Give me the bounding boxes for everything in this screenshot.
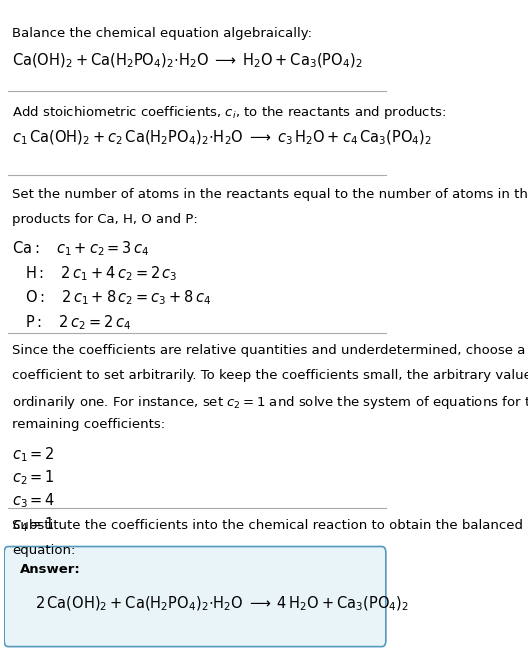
Text: Since the coefficients are relative quantities and underdetermined, choose a: Since the coefficients are relative quan… — [12, 345, 525, 358]
FancyBboxPatch shape — [4, 547, 386, 647]
Text: equation:: equation: — [12, 544, 76, 557]
Text: $c_4 = 1$: $c_4 = 1$ — [12, 515, 55, 534]
Text: $2\,\mathrm{Ca(OH)_2} + \mathrm{Ca(H_2PO_4)_2{\cdot}H_2O} \;\longrightarrow\; 4\: $2\,\mathrm{Ca(OH)_2} + \mathrm{Ca(H_2PO… — [35, 594, 409, 613]
Text: products for Ca, H, O and P:: products for Ca, H, O and P: — [12, 213, 197, 226]
Text: $\mathrm{Ca:}\quad c_1 + c_2 = 3\,c_4$: $\mathrm{Ca:}\quad c_1 + c_2 = 3\,c_4$ — [12, 240, 149, 258]
Text: remaining coefficients:: remaining coefficients: — [12, 418, 165, 431]
Text: $\mathrm{O:}\quad 2\,c_1 + 8\,c_2 = c_3 + 8\,c_4$: $\mathrm{O:}\quad 2\,c_1 + 8\,c_2 = c_3 … — [25, 289, 212, 307]
Text: $c_1\,\mathrm{Ca(OH)_2} + c_2\,\mathrm{Ca(H_2PO_4)_2{\cdot}H_2O} \;\longrightarr: $c_1\,\mathrm{Ca(OH)_2} + c_2\,\mathrm{C… — [12, 129, 432, 147]
Text: ordinarily one. For instance, set $c_2 = 1$ and solve the system of equations fo: ordinarily one. For instance, set $c_2 =… — [12, 394, 528, 411]
Text: $\mathrm{P:}\quad 2\,c_2 = 2\,c_4$: $\mathrm{P:}\quad 2\,c_2 = 2\,c_4$ — [25, 313, 131, 332]
Text: Add stoichiometric coefficients, $c_i$, to the reactants and products:: Add stoichiometric coefficients, $c_i$, … — [12, 104, 446, 121]
Text: Balance the chemical equation algebraically:: Balance the chemical equation algebraica… — [12, 27, 312, 40]
Text: $\mathrm{Ca(OH)_2 + Ca(H_2PO_4)_2{\cdot}H_2O \;\longrightarrow\; H_2O + Ca_3(PO_: $\mathrm{Ca(OH)_2 + Ca(H_2PO_4)_2{\cdot}… — [12, 51, 362, 70]
Text: $c_3 = 4$: $c_3 = 4$ — [12, 492, 55, 510]
Text: $\mathrm{H:}\quad 2\,c_1 + 4\,c_2 = 2\,c_3$: $\mathrm{H:}\quad 2\,c_1 + 4\,c_2 = 2\,c… — [25, 264, 178, 283]
Text: Substitute the coefficients into the chemical reaction to obtain the balanced: Substitute the coefficients into the che… — [12, 519, 523, 532]
Text: coefficient to set arbitrarily. To keep the coefficients small, the arbitrary va: coefficient to set arbitrarily. To keep … — [12, 369, 528, 382]
Text: $c_1 = 2$: $c_1 = 2$ — [12, 445, 55, 464]
Text: Answer:: Answer: — [20, 562, 80, 576]
Text: Set the number of atoms in the reactants equal to the number of atoms in the: Set the number of atoms in the reactants… — [12, 188, 528, 201]
Text: $c_2 = 1$: $c_2 = 1$ — [12, 468, 55, 487]
